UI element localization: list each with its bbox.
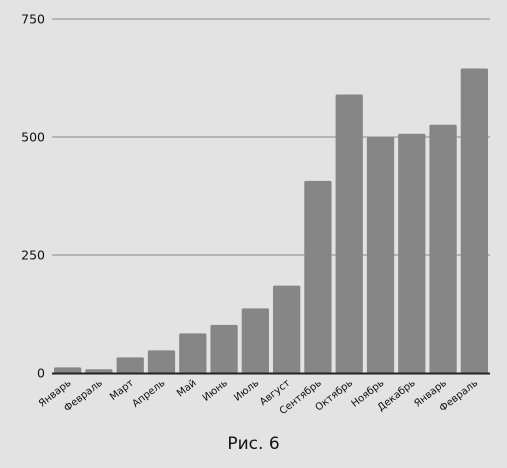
bar bbox=[54, 367, 82, 373]
bar bbox=[210, 324, 238, 373]
y-tick-label: 500 bbox=[21, 130, 45, 145]
bar bbox=[398, 133, 426, 373]
bar bbox=[147, 350, 176, 373]
bar bbox=[429, 124, 457, 373]
bar bbox=[116, 357, 144, 373]
bar bbox=[241, 308, 269, 373]
bar bbox=[335, 94, 363, 374]
y-tick-label: 0 bbox=[37, 366, 45, 381]
figure-caption: Рис. 6 bbox=[227, 434, 280, 454]
x-tick-label: Май bbox=[175, 378, 199, 400]
bars bbox=[54, 68, 488, 374]
x-tick-label: Апрель bbox=[130, 378, 167, 410]
bar bbox=[460, 68, 488, 373]
y-tick-labels: 0 250 500 750 bbox=[21, 12, 45, 381]
x-tick-label: Июнь bbox=[201, 378, 230, 404]
bar bbox=[273, 285, 301, 373]
bar bbox=[366, 137, 395, 373]
bar bbox=[304, 180, 332, 373]
y-tick-label: 250 bbox=[21, 248, 45, 263]
bar bbox=[85, 369, 113, 373]
bar bbox=[179, 333, 207, 373]
x-tick-label: Июль bbox=[232, 378, 261, 404]
y-tick-label: 750 bbox=[21, 12, 45, 27]
